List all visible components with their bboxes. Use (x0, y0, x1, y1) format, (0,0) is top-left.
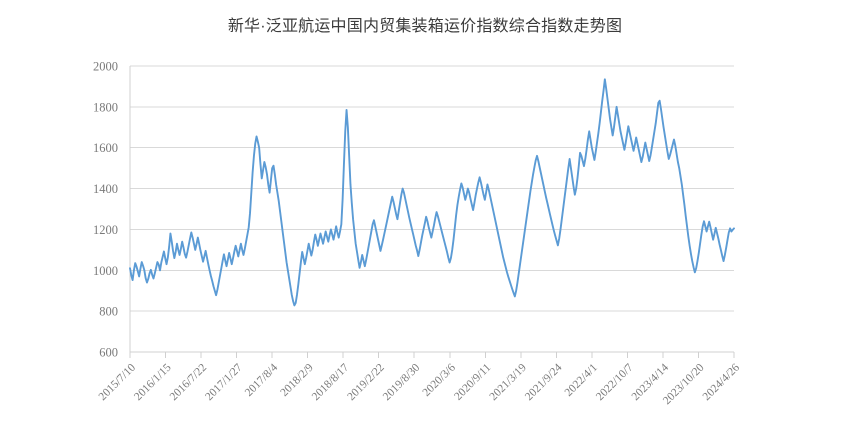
chart-title: 新华·泛亚航运中国内贸集装箱运价指数综合指数走势图 (227, 18, 623, 35)
series-line (129, 78, 735, 307)
x-axis-tick-labels: 2015/7/102016/1/152016/7/222017/1/272017… (97, 361, 743, 407)
y-axis-tick-labels: 600 800 1000 1200 1400 1600 1800 2000 (93, 60, 118, 360)
x-axis-tick-label: 2016/7/22 (168, 361, 210, 403)
y-axis-tick-label: 1400 (93, 182, 118, 196)
y-axis-tick-label: 600 (99, 346, 118, 360)
y-axis-tick-label: 1000 (93, 264, 118, 278)
gridlines (129, 65, 734, 353)
x-axis-tick-label: 2016/1/15 (132, 361, 174, 403)
x-axis-tick-label: 2021/9/24 (523, 361, 565, 403)
x-axis-tick-label: 2021/3/19 (487, 361, 529, 403)
x-axis-tick-label: 2019/2/22 (345, 361, 387, 403)
x-axis-tick-label: 2022/10/7 (594, 361, 636, 403)
x-axis-tick-label: 2024/4/26 (701, 361, 743, 403)
x-axis-tick-label: 2017/8/4 (243, 361, 281, 399)
x-axis-tick-label: 2017/1/27 (203, 361, 245, 403)
y-axis-tick-label: 1600 (93, 141, 118, 155)
y-axis-tick-label: 1800 (93, 100, 118, 114)
data-series (129, 78, 735, 307)
x-axis-tick-label: 2020/9/11 (452, 361, 493, 402)
y-axis-tick-label: 800 (99, 305, 118, 319)
y-axis-tick-label: 1200 (93, 223, 118, 237)
x-axis-tick-label: 2015/7/10 (97, 361, 139, 403)
x-axis-tick-label: 2018/8/17 (310, 361, 352, 403)
x-axis-tick-marks (129, 352, 735, 358)
y-axis-tick-label: 2000 (93, 60, 118, 74)
x-axis-tick-label: 2019/8/30 (381, 361, 423, 403)
